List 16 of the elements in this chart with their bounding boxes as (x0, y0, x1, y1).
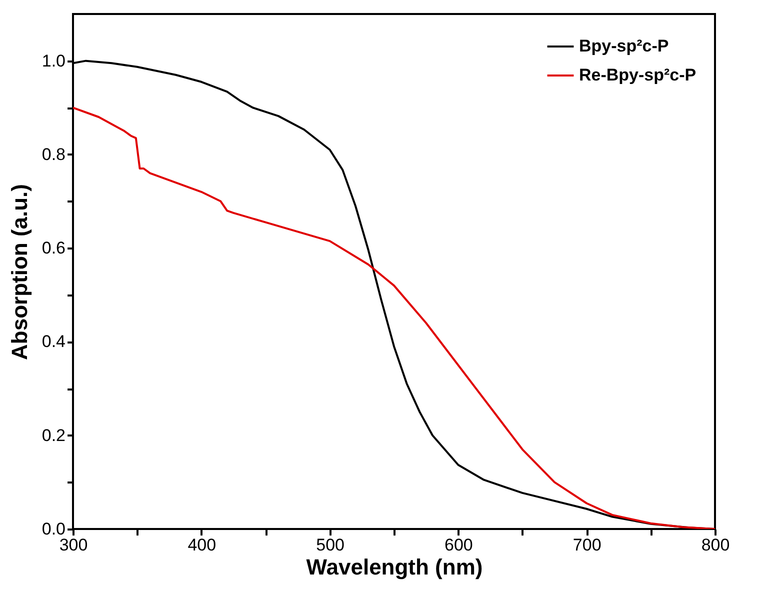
y-tick-label: 0.8 (42, 144, 66, 164)
x-axis-title: Wavelength (nm) (306, 554, 483, 580)
x-tick-label: 300 (59, 536, 88, 554)
y-axis-title: Absorption (a.u.) (6, 184, 32, 360)
y-tick-label: 0.6 (42, 238, 66, 258)
legend-label: Bpy-sp²c-P (579, 36, 669, 56)
y-tick-label: 0.2 (42, 426, 66, 445)
x-tick-label: 600 (444, 536, 473, 554)
y-tick-label: 0.0 (42, 520, 66, 538)
legend-label: Re-Bpy-sp²c-P (579, 66, 696, 84)
x-tick-label: 500 (316, 536, 344, 554)
x-tick-label: 800 (701, 536, 730, 554)
x-tick-label: 400 (188, 536, 216, 554)
y-tick-label: 1.0 (42, 51, 66, 70)
x-tick-label: 700 (572, 536, 602, 554)
y-tick-label: 0.4 (42, 332, 66, 352)
